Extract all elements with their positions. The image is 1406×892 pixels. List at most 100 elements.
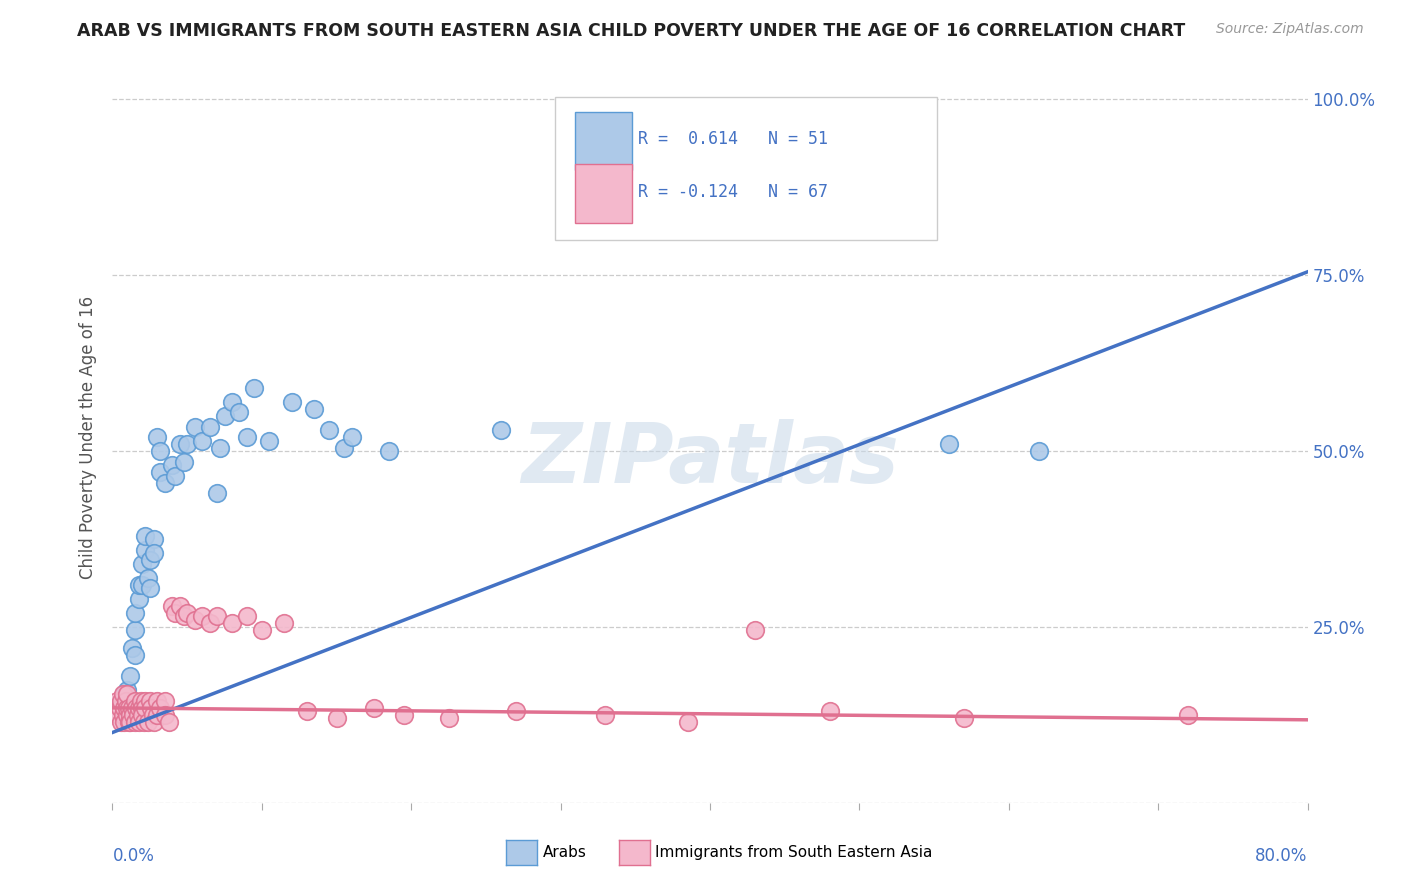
- Text: Immigrants from South Eastern Asia: Immigrants from South Eastern Asia: [655, 846, 932, 860]
- Y-axis label: Child Poverty Under the Age of 16: Child Poverty Under the Age of 16: [79, 295, 97, 579]
- Point: [505, 705, 527, 719]
- Point: [938, 437, 960, 451]
- Point: [273, 616, 295, 631]
- Point: [169, 437, 191, 451]
- Point: [132, 714, 155, 729]
- Point: [302, 401, 325, 416]
- Text: Arabs: Arabs: [543, 846, 586, 860]
- Point: [139, 582, 162, 596]
- Point: [153, 694, 176, 708]
- Point: [124, 606, 146, 620]
- Point: [108, 701, 131, 715]
- Point: [146, 707, 169, 722]
- Point: [162, 599, 183, 613]
- Point: [134, 701, 156, 715]
- Point: [165, 468, 187, 483]
- Point: [134, 542, 156, 557]
- Point: [595, 707, 617, 722]
- Point: [121, 701, 143, 715]
- Point: [325, 711, 347, 725]
- Point: [120, 698, 142, 712]
- Point: [128, 714, 150, 729]
- Point: [165, 606, 187, 620]
- Point: [117, 683, 139, 698]
- Point: [131, 707, 153, 722]
- FancyBboxPatch shape: [575, 164, 633, 223]
- Point: [153, 475, 176, 490]
- Point: [139, 694, 162, 708]
- Point: [176, 606, 198, 620]
- Point: [281, 395, 304, 409]
- Text: Source: ZipAtlas.com: Source: ZipAtlas.com: [1216, 22, 1364, 37]
- Point: [243, 381, 266, 395]
- Point: [169, 599, 191, 613]
- Point: [124, 714, 146, 729]
- Point: [173, 455, 195, 469]
- FancyBboxPatch shape: [554, 97, 938, 240]
- Point: [236, 609, 259, 624]
- Point: [818, 705, 841, 719]
- Point: [141, 701, 163, 715]
- Point: [205, 609, 228, 624]
- Point: [295, 705, 318, 719]
- Point: [124, 694, 146, 708]
- Point: [149, 701, 172, 715]
- Point: [114, 687, 135, 701]
- Point: [105, 694, 128, 708]
- Point: [221, 395, 243, 409]
- Point: [191, 434, 214, 448]
- Point: [128, 701, 150, 715]
- Point: [121, 641, 143, 656]
- Point: [146, 430, 169, 444]
- Point: [143, 532, 166, 546]
- Point: [191, 609, 214, 624]
- Point: [744, 624, 766, 638]
- Point: [143, 546, 166, 560]
- Point: [205, 486, 228, 500]
- Point: [139, 553, 162, 567]
- Point: [114, 701, 135, 715]
- Point: [333, 441, 356, 455]
- Point: [131, 701, 153, 715]
- Point: [117, 687, 139, 701]
- Point: [120, 669, 142, 683]
- Point: [489, 423, 512, 437]
- Point: [122, 707, 145, 722]
- Point: [108, 698, 131, 712]
- Point: [236, 430, 259, 444]
- Point: [120, 714, 142, 729]
- Point: [146, 694, 169, 708]
- Point: [340, 430, 363, 444]
- Point: [221, 616, 243, 631]
- Point: [183, 419, 205, 434]
- Point: [259, 434, 281, 448]
- Point: [228, 405, 250, 419]
- Point: [378, 444, 401, 458]
- Point: [120, 707, 142, 722]
- Point: [111, 687, 134, 701]
- FancyBboxPatch shape: [575, 112, 633, 170]
- Point: [173, 609, 195, 624]
- Point: [111, 711, 134, 725]
- Point: [131, 578, 153, 592]
- Text: 0.0%: 0.0%: [112, 847, 155, 864]
- Point: [110, 714, 132, 729]
- Point: [131, 557, 153, 571]
- Point: [363, 701, 385, 715]
- Point: [142, 707, 165, 722]
- Point: [134, 528, 156, 542]
- Point: [134, 694, 156, 708]
- Point: [149, 465, 172, 479]
- Point: [115, 694, 138, 708]
- Point: [676, 714, 699, 729]
- Point: [125, 701, 148, 715]
- Point: [153, 707, 176, 722]
- Point: [110, 694, 132, 708]
- Text: R = -0.124   N = 67: R = -0.124 N = 67: [638, 183, 828, 201]
- Point: [640, 184, 662, 198]
- Text: ZIPatlas: ZIPatlas: [522, 418, 898, 500]
- Point: [1028, 444, 1050, 458]
- Point: [117, 707, 139, 722]
- Point: [149, 444, 172, 458]
- Point: [143, 714, 166, 729]
